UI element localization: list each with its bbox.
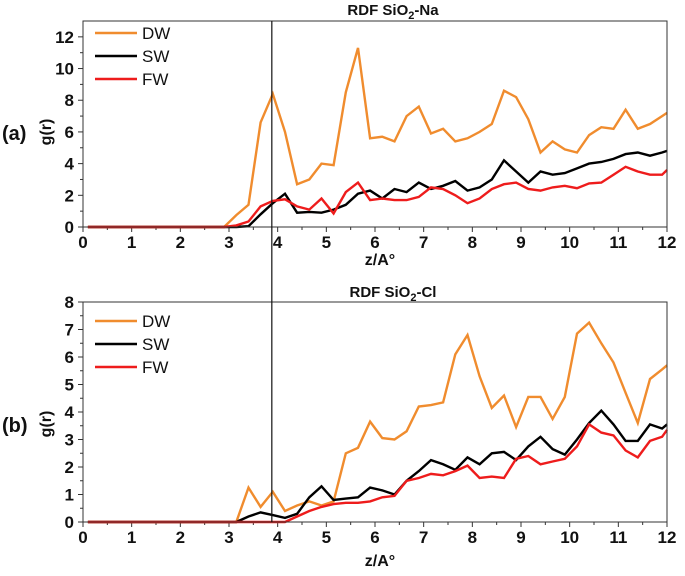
x-tick-label: 12	[658, 233, 677, 252]
y-tick-label: 6	[65, 348, 74, 367]
panel-b-label: (b)	[2, 415, 28, 437]
x-tick-label: 11	[609, 528, 627, 547]
x-tick-label: 11	[609, 233, 627, 252]
panel-b-series	[87, 320, 668, 524]
y-tick-label: 8	[65, 91, 74, 110]
x-tick-label: 1	[127, 528, 136, 547]
x-tick-label: 8	[468, 233, 477, 252]
y-tick-label: 3	[65, 431, 74, 450]
x-tick-label: 0	[78, 528, 87, 547]
x-tick-label: 5	[322, 528, 331, 547]
legend-label-dw: DW	[142, 312, 170, 331]
x-tick-label: 12	[658, 528, 677, 547]
panel-b-sio2-cl: RDF SiO2-Cl (b) g(r) z/A° 0 1 2 3 4 5 6 7 8 9 10 11…	[2, 284, 676, 570]
panel-a-legend: DW SW FW	[95, 24, 170, 89]
y-tick-label: 8	[65, 293, 74, 312]
panel-a-y-axis-title: g(r)	[38, 119, 55, 146]
x-tick-label: 5	[322, 233, 331, 252]
x-tick-label: 3	[224, 233, 233, 252]
series-line-fw	[87, 165, 668, 229]
y-tick-label: 1	[65, 486, 74, 505]
legend-label-fw: FW	[142, 70, 168, 89]
x-tick-label: 0	[78, 233, 87, 252]
panel-a-plot-frame	[82, 20, 668, 228]
x-tick-label: 8	[468, 528, 477, 547]
y-tick-label: 10	[55, 60, 74, 79]
panel-b-x-axis-title: z/A°	[365, 553, 395, 570]
series-line-sw	[87, 149, 668, 229]
panel-b-legend: DW SW FW	[95, 312, 170, 377]
x-tick-label: 4	[273, 528, 283, 547]
panel-a-sio2-na: RDF SiO2-Na (a) g(r) z/A° 0 1 2 3 4 5 6 7 8 9 10 11…	[2, 2, 676, 269]
x-tick-label: 6	[370, 233, 379, 252]
legend-label-dw: DW	[142, 24, 170, 43]
x-tick-label: 2	[176, 233, 185, 252]
series-line-dw	[87, 47, 668, 229]
series-line-fw	[87, 422, 668, 524]
y-tick-label: 0	[65, 513, 74, 532]
x-tick-label: 7	[419, 233, 428, 252]
y-tick-label: 4	[65, 155, 75, 174]
y-tick-label: 5	[65, 376, 74, 395]
x-tick-label: 6	[370, 528, 379, 547]
y-tick-label: 7	[65, 321, 74, 340]
panel-a-title: RDF SiO2-Na	[347, 2, 439, 22]
series-line-dw	[87, 320, 668, 524]
x-tick-label: 3	[224, 528, 233, 547]
series-line-sw	[87, 408, 668, 524]
y-tick-label: 2	[65, 458, 74, 477]
panel-a-x-axis-title: z/A°	[365, 252, 395, 269]
y-tick-label: 6	[65, 123, 74, 142]
x-tick-label: 10	[560, 528, 579, 547]
x-tick-label: 9	[516, 233, 525, 252]
x-tick-label: 10	[560, 233, 579, 252]
x-tick-label: 1	[127, 233, 136, 252]
x-tick-label: 4	[273, 233, 283, 252]
x-tick-label: 9	[516, 528, 525, 547]
y-tick-label: 12	[55, 28, 74, 47]
legend-label-fw: FW	[142, 358, 168, 377]
x-tick-label: 7	[419, 528, 428, 547]
y-tick-label: 4	[65, 403, 75, 422]
panel-a-label: (a)	[2, 123, 26, 145]
x-tick-label: 2	[176, 528, 185, 547]
panel-b-title: RDF SiO2-Cl	[350, 284, 437, 304]
y-tick-label: 2	[65, 186, 74, 205]
panel-a-series	[87, 47, 668, 229]
panel-b-y-axis-title: g(r)	[38, 411, 55, 438]
legend-label-sw: SW	[142, 47, 169, 66]
y-tick-label: 0	[65, 218, 74, 237]
legend-label-sw: SW	[142, 335, 169, 354]
panel-b-plot-frame	[82, 301, 668, 523]
